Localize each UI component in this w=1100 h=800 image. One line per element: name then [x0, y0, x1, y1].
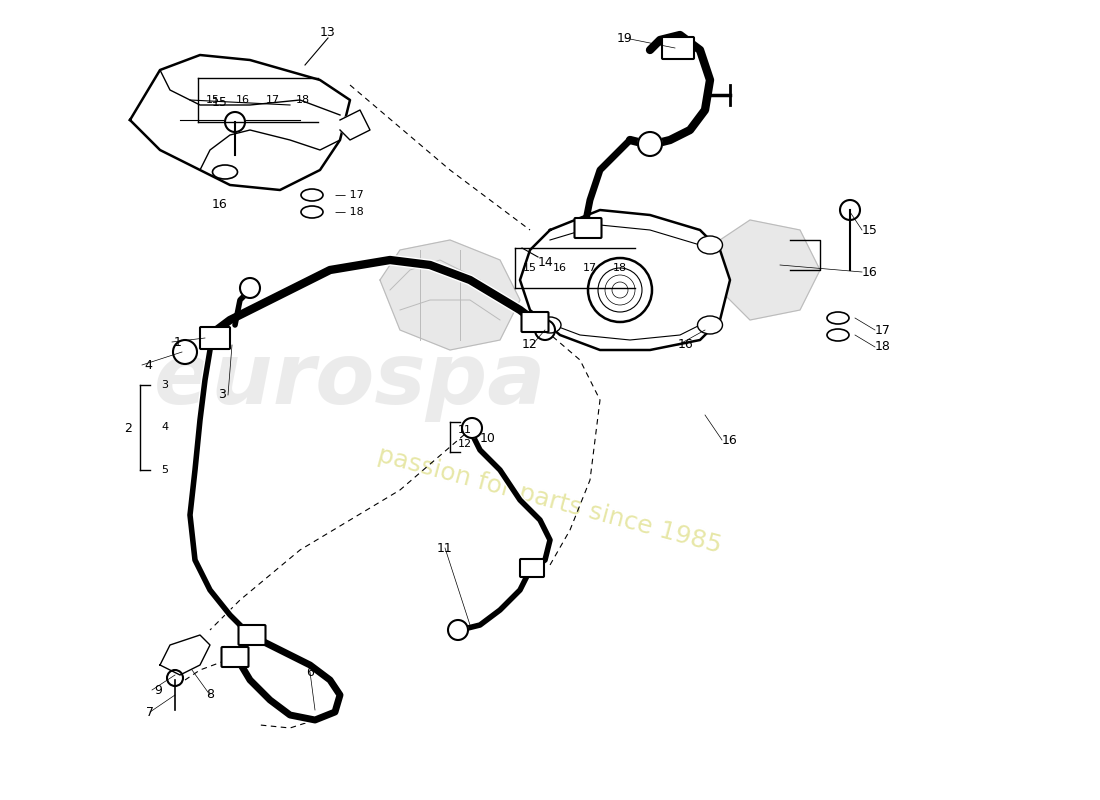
Circle shape [598, 268, 642, 312]
Text: 13: 13 [320, 26, 336, 38]
Text: 8: 8 [206, 689, 214, 702]
Text: 19: 19 [617, 31, 632, 45]
Circle shape [535, 320, 556, 340]
FancyBboxPatch shape [200, 327, 230, 349]
Text: 16: 16 [722, 434, 738, 446]
FancyBboxPatch shape [520, 559, 544, 577]
Text: 7: 7 [146, 706, 154, 718]
Text: 3: 3 [218, 389, 226, 402]
Ellipse shape [827, 312, 849, 324]
Circle shape [173, 340, 197, 364]
Text: 14: 14 [538, 255, 553, 269]
Text: 15: 15 [862, 223, 878, 237]
Text: — 18: — 18 [336, 207, 364, 217]
Text: 18: 18 [874, 341, 891, 354]
Text: 17: 17 [874, 323, 891, 337]
Text: 3: 3 [162, 380, 168, 390]
Text: 4: 4 [144, 358, 152, 371]
Text: 15: 15 [522, 263, 537, 273]
Text: 9: 9 [154, 683, 162, 697]
Text: 2: 2 [124, 422, 132, 434]
Text: 15: 15 [206, 95, 220, 105]
Text: 6: 6 [306, 666, 313, 678]
Polygon shape [130, 55, 350, 190]
Text: 15: 15 [212, 97, 228, 110]
Text: 17: 17 [266, 95, 280, 105]
Ellipse shape [301, 189, 323, 201]
Text: 1: 1 [174, 335, 182, 349]
FancyBboxPatch shape [574, 218, 602, 238]
Polygon shape [160, 635, 210, 675]
Ellipse shape [827, 329, 849, 341]
Polygon shape [379, 240, 520, 350]
Polygon shape [340, 110, 370, 140]
Text: 16: 16 [678, 338, 694, 351]
Ellipse shape [301, 206, 323, 218]
Text: 11: 11 [437, 542, 453, 554]
FancyBboxPatch shape [239, 625, 265, 645]
FancyBboxPatch shape [662, 37, 694, 59]
Text: 16: 16 [862, 266, 878, 278]
Text: 16: 16 [212, 198, 228, 211]
Text: 18: 18 [296, 95, 310, 105]
Polygon shape [520, 210, 730, 350]
Circle shape [167, 670, 183, 686]
Text: 11: 11 [458, 425, 472, 435]
Text: eurospa: eurospa [154, 338, 547, 422]
Text: 18: 18 [613, 263, 627, 273]
Text: 12: 12 [522, 338, 538, 351]
Text: 17: 17 [583, 263, 597, 273]
Circle shape [448, 620, 468, 640]
Text: 16: 16 [236, 95, 250, 105]
FancyBboxPatch shape [521, 312, 549, 332]
Text: passion for parts since 1985: passion for parts since 1985 [375, 442, 725, 558]
Circle shape [588, 258, 652, 322]
Text: 12: 12 [458, 439, 472, 449]
Ellipse shape [539, 317, 561, 333]
Text: 10: 10 [480, 431, 496, 445]
Text: 5: 5 [162, 465, 168, 475]
Polygon shape [720, 220, 820, 320]
Text: 16: 16 [553, 263, 566, 273]
Circle shape [226, 112, 245, 132]
Text: — 17: — 17 [336, 190, 364, 200]
Circle shape [638, 132, 662, 156]
Ellipse shape [212, 165, 238, 179]
Circle shape [840, 200, 860, 220]
FancyBboxPatch shape [221, 647, 249, 667]
Circle shape [462, 418, 482, 438]
Ellipse shape [697, 316, 723, 334]
Text: 4: 4 [162, 422, 168, 433]
Ellipse shape [697, 236, 723, 254]
Circle shape [240, 278, 260, 298]
